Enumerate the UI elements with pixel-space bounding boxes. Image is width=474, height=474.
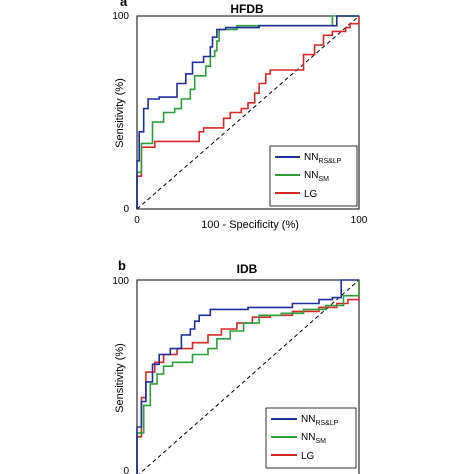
panel-a-axes-frame bbox=[136, 15, 360, 210]
panel-a-ytick-0: 0 bbox=[123, 204, 129, 215]
panel-a-roc-curves bbox=[136, 15, 360, 209]
panel-a-roc-curve-lg bbox=[136, 16, 360, 209]
panel-b-roc-curve-nn-rslp bbox=[136, 279, 359, 474]
panel-b-legend-label-nn-sm-main: NN bbox=[301, 432, 315, 443]
panel-a-legend-label-nn-rslp: NNRS&LP bbox=[304, 152, 342, 165]
panel-b-legend-label-nn-rslp-sub: RS&LP bbox=[315, 420, 338, 427]
panel-a-xtick-100: 100 bbox=[351, 215, 368, 226]
panel-a-chance-line bbox=[136, 15, 360, 210]
panel-a-letter: a bbox=[120, 0, 128, 9]
panel-a-legend: NNRS&LP NNSM LG bbox=[269, 145, 358, 207]
panel-b-ylabel: Sensitivity (%) bbox=[114, 343, 126, 413]
panel-b-legend: NNRS&LP NNSM LG bbox=[265, 407, 357, 469]
panel-b: b IDB 100 0 Sensitivity (%) NNRS&LP NNSM… bbox=[112, 258, 360, 474]
panel-a-ylabel: Sensitivity (%) bbox=[114, 78, 126, 148]
panel-b-legend-label-nn-sm-sub: SM bbox=[315, 438, 326, 445]
panel-b-roc-curve-lg bbox=[136, 280, 360, 474]
panel-a-xlabel: 100 - Specificity (%) bbox=[201, 219, 299, 231]
panel-a-xtick-0: 0 bbox=[134, 215, 140, 226]
panel-b-axes-frame bbox=[136, 279, 360, 474]
panel-a-legend-label-lg: LG bbox=[304, 189, 318, 200]
panel-a-legend-label-nn-rslp-sub: RS&LP bbox=[318, 158, 341, 165]
panel-b-roc-curves bbox=[136, 279, 360, 474]
panel-b-ytick-100: 100 bbox=[112, 276, 129, 287]
panel-b-title: IDB bbox=[237, 262, 258, 276]
panel-a-legend-label-nn-sm-main: NN bbox=[304, 170, 318, 181]
panel-a-title: HFDB bbox=[230, 2, 264, 16]
panel-a-ytick-100: 100 bbox=[112, 11, 129, 22]
panel-b-roc-curve-nn-sm bbox=[136, 280, 360, 474]
panel-a-legend-label-nn-rslp-main: NN bbox=[304, 152, 318, 163]
panel-b-legend-label-nn-rslp-main: NN bbox=[301, 414, 315, 425]
panel-a: a HFDB 100 0 0 100 100 - Specificity (%)… bbox=[112, 0, 367, 231]
panel-b-ytick-0: 0 bbox=[123, 466, 129, 474]
panel-b-legend-label-lg: LG bbox=[301, 451, 315, 462]
panel-a-roc-curve-nn-rslp bbox=[136, 15, 359, 209]
panel-b-legend-label-nn-rslp: NNRS&LP bbox=[301, 414, 339, 427]
panel-a-legend-label-nn-sm-sub: SM bbox=[318, 176, 329, 183]
panel-b-chance-line bbox=[138, 279, 360, 474]
panel-b-letter: b bbox=[118, 258, 126, 273]
panel-b-legend-label-nn-sm: NNSM bbox=[301, 432, 326, 445]
panel-a-legend-label-nn-sm: NNSM bbox=[304, 170, 329, 183]
